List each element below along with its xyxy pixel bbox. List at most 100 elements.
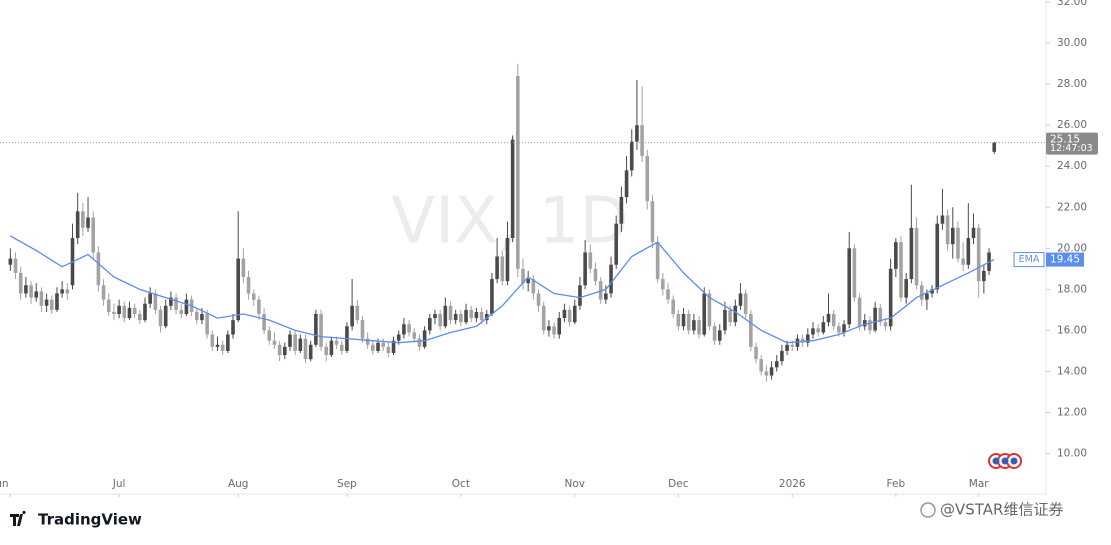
candle-body [402,324,406,335]
candle-body [759,359,763,372]
y-tick-label: 26.00 [1057,119,1087,131]
candle-body [86,217,90,228]
candle-body [13,258,18,273]
candle-body [976,227,981,282]
candle-body [800,338,805,343]
candle-body [754,346,758,360]
candle-body [29,285,33,298]
candle-body [655,242,660,280]
candle-body [96,252,101,286]
candle-body [505,238,510,282]
candle-body [324,346,329,356]
candle-body [572,305,577,323]
candle-body [681,313,686,327]
candle-body [712,326,717,341]
candle-body [831,313,836,327]
candle-body [132,307,137,314]
x-tick-label: Oct [452,478,470,490]
x-tick-label: Feb [887,478,906,490]
candle-body [298,338,303,351]
y-tick-label: 32.00 [1057,0,1087,8]
candle-body [205,313,209,335]
candle-body [743,293,748,314]
candle-body [717,330,722,341]
candle-body [495,256,499,280]
candle-body [541,305,546,331]
candle-body [365,338,370,345]
candle-body [226,334,230,351]
candle-body [686,313,691,331]
x-tick-label: Sep [337,478,357,490]
candle-body [723,309,727,331]
candle-body [692,320,696,331]
candle-body [319,313,323,347]
plot [8,63,997,382]
candle-body [210,334,215,347]
candle-body [396,334,401,341]
candle-body [334,340,339,345]
candle-body [552,326,556,335]
candle-body [158,309,163,327]
candle-body [308,344,313,360]
candle-body [438,313,442,327]
candle-body [806,334,810,343]
candle-body [138,313,142,321]
candle-body [982,270,986,282]
candle-body [914,227,919,286]
x-tick-label: Nov [565,478,586,490]
y-tick-label: 12.00 [1057,406,1087,418]
candle-body [645,155,650,202]
candle-body [174,297,178,310]
ema-value-box [1046,252,1084,267]
candle-body [971,227,976,239]
candle-body [862,320,867,327]
x-tick-label: Aug [228,478,249,490]
candle-body [381,342,385,347]
candle-body [417,338,422,347]
brand-name: TradingView [38,511,142,529]
candle-body [39,291,44,306]
candle-body [593,268,598,282]
candle-body [629,141,634,171]
candle-body [837,326,841,333]
candle-body [816,328,820,333]
x-tick-label: Jun [0,478,9,490]
candle-body [557,318,562,335]
candle-body [588,252,593,269]
y-tick-label: 22.00 [1057,201,1087,213]
candle-body [516,75,520,269]
candle-body [956,227,960,259]
candle-body [661,279,665,290]
candle-body [464,309,468,323]
candle-body [842,324,846,333]
candle-body [490,279,494,314]
candle-body [919,285,924,300]
candle-body [386,346,391,353]
candle-body [479,311,484,321]
candle-body [44,299,49,306]
flag-icons [988,453,1022,469]
candle-body [163,305,168,327]
candle-body [821,322,826,333]
candle-body [521,268,525,284]
candle-body [200,313,204,321]
y-tick-label: 16.00 [1057,324,1087,336]
last-price-label: 25.15 [1050,134,1080,146]
candle-body [314,313,318,345]
candle-body [220,344,225,351]
candle-body [868,320,872,331]
y-tick-label: 24.00 [1057,160,1087,172]
candle-body [81,211,85,228]
candle-body [427,318,432,331]
candle-body [65,289,70,294]
candle-body [536,293,541,306]
candle-body [184,299,189,314]
candle-body [350,305,354,327]
candle-body [433,313,437,319]
y-tick-label: 20.00 [1057,242,1087,254]
candle-body [966,238,971,265]
candle-body [246,277,251,294]
candle-body [878,307,883,323]
candle-body [774,361,779,368]
